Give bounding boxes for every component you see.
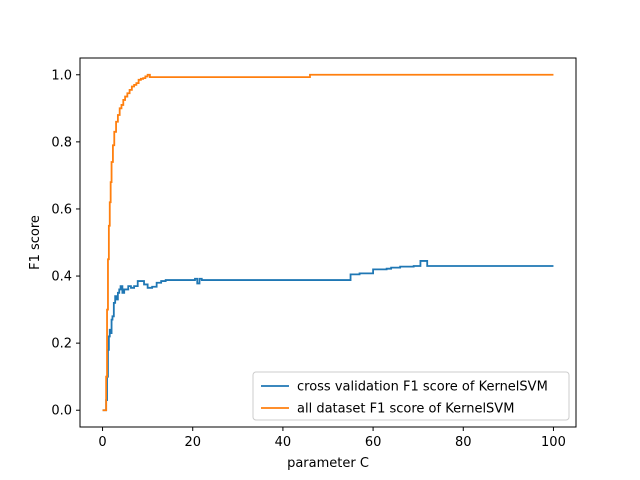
y-tick-label: 0.8 [51,135,72,150]
series-line-1 [102,73,554,412]
x-tick-label: 20 [184,435,201,450]
y-tick-label: 0.4 [51,270,72,285]
series-line-0 [102,260,554,412]
y-tick-label: 0.6 [51,202,72,217]
y-axis-label: F1 score [28,215,43,270]
x-tick-label: 100 [541,435,566,450]
x-tick-label: 40 [275,435,292,450]
x-tick-label: 60 [365,435,382,450]
x-tick-label: 0 [98,435,106,450]
y-tick-label: 0.0 [51,404,72,419]
plot-frame [79,57,577,428]
legend-label-0: cross validation F1 score of KernelSVM [297,380,548,395]
x-tick-label: 80 [455,435,472,450]
legend-label-1: all dataset F1 score of KernelSVM [297,402,514,417]
x-axis-label: parameter C [287,456,369,471]
legend-box [252,371,570,421]
y-tick-label: 0.2 [51,337,72,352]
y-tick-label: 1.0 [51,68,72,83]
